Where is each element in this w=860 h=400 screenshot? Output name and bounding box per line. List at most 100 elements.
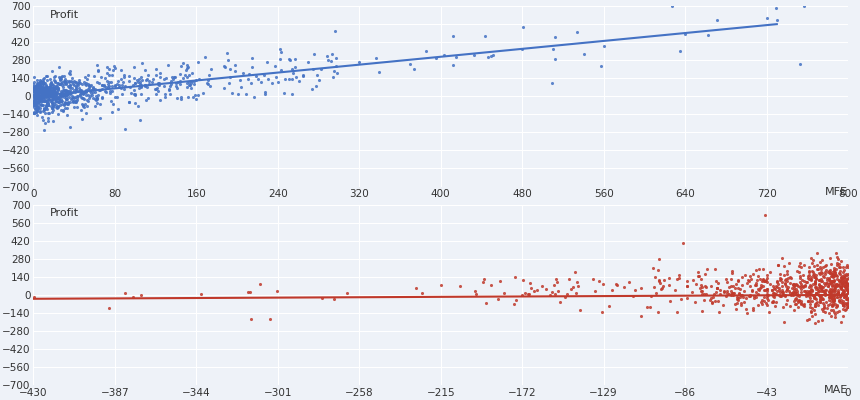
- Point: [791, 304, 805, 311]
- Point: [805, 260, 819, 266]
- Point: [150, 86, 163, 92]
- Point: [809, 299, 823, 306]
- Point: [793, 275, 807, 282]
- Point: [181, 74, 194, 80]
- Point: [114, 67, 128, 74]
- Point: [141, 72, 155, 78]
- Point: [33, 87, 46, 94]
- Point: [676, 240, 690, 246]
- Text: Profit: Profit: [50, 208, 79, 218]
- Point: [807, 292, 820, 298]
- Point: [836, 282, 850, 288]
- Point: [41, 102, 55, 108]
- Point: [54, 93, 68, 99]
- Point: [802, 289, 815, 296]
- Point: [258, 88, 272, 95]
- Point: [77, 100, 91, 107]
- Point: [437, 52, 451, 59]
- Point: [32, 88, 46, 94]
- Point: [725, 291, 739, 298]
- Point: [825, 271, 838, 278]
- Point: [560, 290, 574, 297]
- Point: [46, 67, 59, 74]
- Point: [43, 98, 57, 104]
- Point: [649, 290, 663, 296]
- Point: [808, 281, 822, 287]
- Point: [54, 107, 68, 114]
- Point: [70, 79, 83, 86]
- Point: [47, 93, 61, 99]
- Point: [63, 68, 77, 74]
- Point: [797, 300, 811, 307]
- Point: [34, 98, 47, 104]
- Point: [712, 309, 726, 315]
- Point: [707, 291, 721, 297]
- Point: [836, 280, 850, 286]
- Point: [28, 88, 41, 95]
- Point: [27, 100, 40, 106]
- Point: [735, 274, 749, 280]
- Point: [780, 286, 794, 292]
- Point: [479, 300, 493, 306]
- Point: [720, 279, 734, 286]
- Point: [53, 93, 67, 100]
- Point: [36, 92, 50, 98]
- Point: [802, 275, 815, 281]
- Point: [789, 300, 803, 307]
- Point: [106, 66, 120, 73]
- Point: [551, 288, 565, 295]
- Point: [40, 85, 54, 91]
- Point: [35, 89, 49, 96]
- Point: [128, 80, 142, 86]
- Point: [789, 294, 803, 301]
- Point: [53, 92, 67, 98]
- Point: [773, 270, 787, 277]
- Point: [825, 292, 838, 298]
- Point: [826, 303, 839, 309]
- Point: [780, 278, 794, 284]
- Point: [833, 267, 847, 274]
- Point: [29, 88, 43, 95]
- Point: [814, 298, 827, 305]
- Point: [546, 46, 560, 52]
- Point: [175, 60, 189, 67]
- Point: [79, 82, 93, 88]
- Point: [789, 285, 802, 292]
- Point: [800, 317, 814, 323]
- Point: [801, 298, 814, 304]
- Point: [778, 281, 792, 287]
- Point: [328, 68, 341, 74]
- Point: [74, 86, 88, 93]
- Point: [587, 275, 600, 282]
- Point: [699, 291, 713, 298]
- Point: [41, 101, 55, 107]
- Point: [757, 278, 771, 284]
- Point: [91, 67, 105, 74]
- Point: [182, 82, 196, 88]
- Point: [38, 98, 52, 104]
- Point: [658, 277, 672, 283]
- Point: [641, 304, 654, 310]
- Point: [98, 88, 112, 94]
- Point: [52, 99, 66, 105]
- Point: [48, 98, 62, 105]
- Point: [732, 289, 746, 296]
- Point: [60, 90, 74, 97]
- Point: [42, 85, 56, 92]
- Point: [115, 91, 129, 97]
- Point: [134, 82, 148, 88]
- Point: [803, 295, 817, 301]
- Point: [740, 276, 754, 283]
- Point: [776, 287, 789, 293]
- Point: [37, 89, 51, 95]
- Point: [278, 76, 292, 82]
- Point: [767, 290, 781, 296]
- Point: [28, 82, 42, 88]
- Point: [782, 260, 796, 266]
- Point: [788, 287, 802, 293]
- Point: [762, 309, 776, 315]
- Point: [840, 296, 854, 302]
- Point: [786, 284, 800, 291]
- Point: [224, 74, 237, 80]
- Point: [826, 278, 840, 284]
